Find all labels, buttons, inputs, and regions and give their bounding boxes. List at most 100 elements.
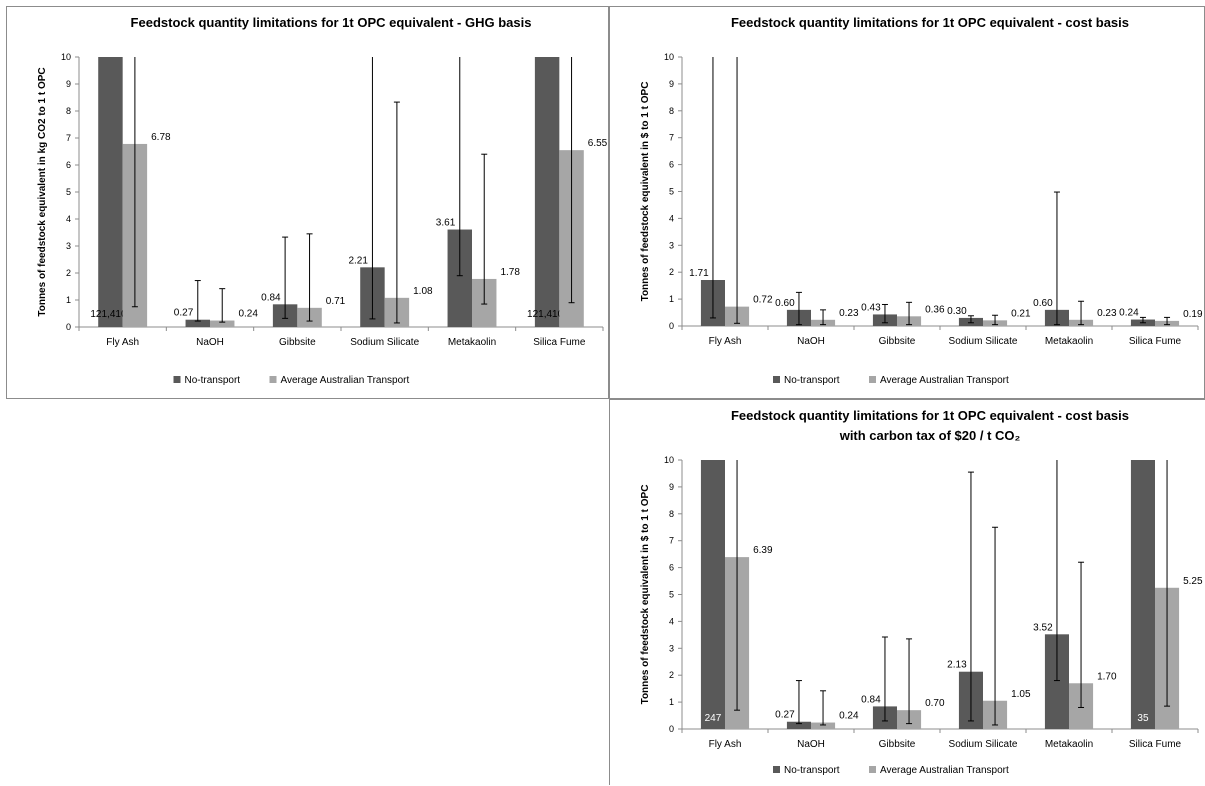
legend-swatch: [869, 376, 876, 383]
data-label: 0.24: [1119, 308, 1139, 319]
chart-cost-basis: Feedstock quantity limitations for 1t OP…: [640, 15, 1203, 386]
legend-swatch: [869, 766, 876, 773]
data-label: 247: [705, 713, 722, 724]
data-label: 6.39: [753, 545, 773, 556]
data-label: 6.78: [151, 132, 171, 143]
legend-swatch: [773, 376, 780, 383]
y-tick-label: 4: [669, 616, 674, 626]
data-label: 0.71: [326, 296, 346, 307]
y-tick-label: 4: [669, 213, 674, 223]
legend-label: No-transport: [784, 765, 840, 776]
data-label: 0.23: [839, 308, 859, 319]
y-tick-label: 2: [669, 267, 674, 277]
x-tick-label: Fly Ash: [106, 337, 139, 348]
legend-label: No-transport: [185, 375, 241, 386]
data-label: 0.19: [1183, 309, 1203, 320]
data-label: 35: [1137, 713, 1149, 724]
x-tick-label: Gibbsite: [879, 739, 916, 750]
legend-label: No-transport: [784, 375, 840, 386]
data-label: 1.70: [1097, 671, 1117, 682]
data-label: 0.21: [1011, 308, 1031, 319]
x-tick-label: Gibbsite: [879, 336, 916, 347]
y-tick-label: 8: [66, 106, 71, 116]
chart-title: Feedstock quantity limitations for 1t OP…: [731, 408, 1129, 423]
x-tick-label: NaOH: [797, 336, 825, 347]
y-tick-label: 6: [66, 160, 71, 170]
data-label: 0.36: [925, 304, 945, 315]
legend-label: Average Australian Transport: [880, 375, 1009, 386]
y-tick-label: 8: [669, 106, 674, 116]
y-tick-label: 10: [664, 52, 674, 62]
chart-subtitle: with carbon tax of $20 / t CO₂: [839, 428, 1021, 443]
bar: [700, 460, 725, 729]
y-tick-label: 6: [669, 563, 674, 573]
data-label: 0.60: [1033, 298, 1053, 309]
x-tick-label: Metakaolin: [448, 337, 496, 348]
y-tick-label: 5: [66, 187, 71, 197]
y-tick-label: 3: [669, 240, 674, 250]
data-label: 2.21: [348, 255, 368, 266]
y-tick-label: 10: [61, 52, 71, 62]
y-axis-label: Tonnes of feedstock equivalent in kg CO2…: [37, 67, 48, 316]
y-tick-label: 4: [66, 214, 71, 224]
data-label: 1.05: [1011, 689, 1031, 700]
legend-swatch: [173, 376, 181, 383]
y-tick-label: 7: [66, 133, 71, 143]
legend-label: Average Australian Transport: [880, 765, 1009, 776]
data-label: 3.52: [1033, 622, 1053, 633]
y-tick-label: 1: [669, 697, 674, 707]
data-label: 1.71: [689, 268, 709, 279]
y-axis-label: Tonnes of feedstock equivalent in $ to 1…: [640, 82, 651, 302]
data-label: 0.27: [775, 710, 795, 721]
x-tick-label: Sodium Silicate: [350, 337, 419, 348]
data-label: 2.13: [947, 660, 967, 671]
y-tick-label: 1: [66, 295, 71, 305]
y-tick-label: 8: [669, 509, 674, 519]
x-tick-label: Silica Fume: [1129, 336, 1182, 347]
y-axis-label: Tonnes of feedstock equivalent in $ to 1…: [640, 485, 651, 705]
y-tick-label: 6: [669, 160, 674, 170]
x-tick-label: Metakaolin: [1045, 336, 1093, 347]
y-tick-label: 2: [669, 670, 674, 680]
chart-panel-cost: Feedstock quantity limitations for 1t OP…: [609, 6, 1205, 399]
bar: [98, 57, 123, 327]
bar: [786, 721, 811, 729]
x-tick-label: NaOH: [797, 739, 825, 750]
bar: [210, 320, 235, 327]
data-label: 0.24: [839, 711, 859, 722]
data-label: 0.27: [174, 308, 194, 319]
y-tick-label: 7: [669, 133, 674, 143]
chart-title: Feedstock quantity limitations for 1t OP…: [131, 15, 532, 30]
data-label: 0.24: [238, 309, 258, 320]
data-label: 5.25: [1183, 576, 1203, 587]
legend-label: Average Australian Transport: [281, 375, 410, 386]
chart-title: Feedstock quantity limitations for 1t OP…: [731, 15, 1129, 30]
x-tick-label: NaOH: [196, 337, 224, 348]
data-label: 0.70: [925, 698, 945, 709]
legend-swatch: [773, 766, 780, 773]
y-tick-label: 9: [669, 79, 674, 89]
data-label: 6.55: [588, 138, 608, 149]
data-label: 0.84: [861, 694, 881, 705]
data-label: 121,410: [527, 309, 564, 320]
y-tick-label: 0: [669, 321, 674, 331]
y-tick-label: 7: [669, 536, 674, 546]
data-label: 0.23: [1097, 308, 1117, 319]
x-tick-label: Gibbsite: [279, 337, 316, 348]
y-tick-label: 0: [66, 322, 71, 332]
x-tick-label: Sodium Silicate: [949, 336, 1018, 347]
x-tick-label: Silica Fume: [533, 337, 586, 348]
legend-swatch: [269, 376, 277, 383]
y-tick-label: 2: [66, 268, 71, 278]
y-tick-label: 3: [66, 241, 71, 251]
bar: [185, 319, 210, 327]
x-tick-label: Fly Ash: [709, 336, 742, 347]
data-label: 0.84: [261, 292, 281, 303]
y-tick-label: 9: [669, 482, 674, 492]
chart-panel-ghg: Feedstock quantity limitations for 1t OP…: [6, 6, 609, 399]
data-label: 121,410: [90, 309, 127, 320]
data-label: 0.43: [861, 302, 881, 313]
x-tick-label: Metakaolin: [1045, 739, 1093, 750]
chart-cost-basis-carbon-tax: Feedstock quantity limitations for 1t OP…: [640, 408, 1203, 776]
y-tick-label: 0: [669, 724, 674, 734]
